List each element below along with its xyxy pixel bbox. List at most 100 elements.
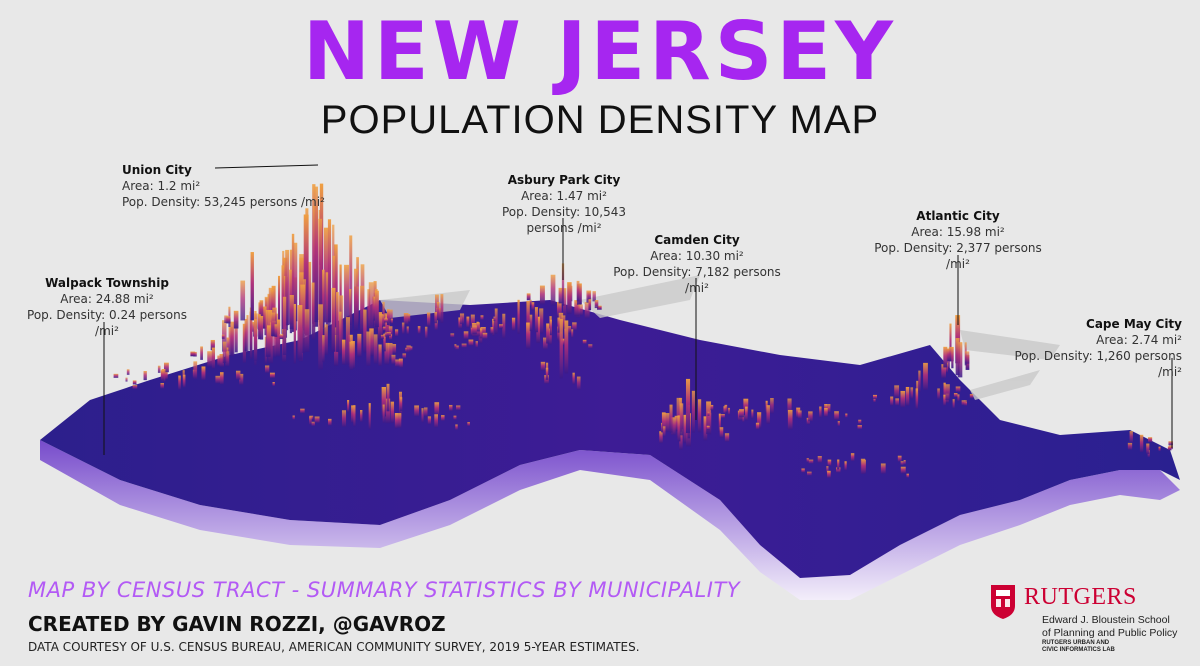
callout-name: Union City: [122, 163, 192, 177]
callout-area: Area: 2.74 mi²: [1096, 333, 1182, 347]
density-spike: [827, 470, 831, 478]
density-spike: [230, 321, 235, 356]
callout-area: Area: 10.30 mi²: [650, 249, 744, 263]
density-spike: [160, 382, 165, 389]
density-spikes: [113, 183, 1173, 478]
density-spike: [905, 386, 910, 406]
density-spike: [915, 388, 918, 409]
density-spike: [724, 433, 730, 442]
leader-union-city: [214, 164, 319, 169]
callout-area: Area: 24.88 mi²: [60, 292, 154, 306]
density-spike: [436, 301, 440, 321]
density-spike: [363, 309, 367, 353]
density-spike: [417, 326, 421, 334]
density-spike: [526, 322, 531, 349]
density-spike: [584, 302, 590, 319]
density-spike: [594, 300, 599, 309]
density-spike: [574, 300, 579, 317]
density-spike: [357, 333, 362, 357]
density-spike: [386, 332, 391, 337]
density-spike: [470, 314, 475, 328]
density-spike: [963, 400, 967, 406]
callout-union-city: Union City Area: 1.2 mi² Pop. Density: 5…: [122, 162, 325, 210]
density-spike: [703, 416, 708, 441]
density-spike: [421, 408, 424, 423]
state-surface: [40, 300, 1180, 578]
density-spike: [1146, 443, 1150, 454]
density-spike: [679, 403, 684, 436]
density-spike: [267, 325, 271, 357]
density-spike: [545, 367, 549, 380]
density-spike: [190, 351, 195, 357]
density-spike: [351, 405, 355, 423]
density-spike: [349, 289, 352, 325]
callout-density: Pop. Density: 2,377 persons /mi²: [874, 241, 1042, 271]
density-spike: [683, 414, 688, 444]
density-spike: [903, 460, 906, 465]
density-spike: [374, 290, 379, 328]
density-spike: [923, 362, 928, 391]
logo-school-line2: of Planning and Public Policy: [1042, 627, 1178, 639]
density-spike: [945, 384, 950, 401]
callout-camden: Camden City Area: 10.30 mi² Pop. Density…: [612, 232, 782, 296]
density-spike: [384, 342, 390, 365]
density-spike: [661, 412, 666, 433]
density-spike: [424, 326, 428, 339]
credit-line: CREATED BY GAVIN ROZZI, @GAVROZ: [28, 612, 446, 636]
density-spike: [397, 413, 402, 429]
density-spike: [906, 473, 909, 478]
density-spike: [369, 328, 374, 356]
density-spike: [685, 378, 691, 434]
density-spike: [292, 415, 295, 420]
density-spike: [207, 351, 213, 367]
density-spike: [328, 418, 332, 426]
density-spike: [193, 361, 198, 379]
density-spike: [1127, 442, 1133, 450]
density-spike: [1129, 431, 1133, 443]
density-spike: [269, 372, 275, 379]
density-spike: [517, 299, 520, 334]
source-line: DATA COURTESY OF U.S. CENSUS BUREAU, AME…: [28, 640, 640, 654]
callout-name: Asbury Park City: [507, 173, 621, 187]
density-spike: [341, 410, 347, 427]
density-spike: [384, 318, 388, 323]
density-spike: [955, 386, 961, 393]
density-spike: [311, 282, 316, 340]
density-spike: [322, 269, 325, 328]
logo-lab-line2: CIVIC INFORMATICS LAB: [1042, 647, 1115, 653]
density-spike: [178, 375, 181, 390]
density-spike: [466, 316, 470, 328]
density-spike: [691, 390, 695, 433]
density-spike: [727, 407, 731, 415]
density-spike: [434, 320, 438, 331]
density-spike: [872, 394, 878, 399]
density-spike: [662, 426, 666, 437]
density-spike: [674, 415, 678, 432]
density-spike: [210, 339, 215, 351]
density-spike: [493, 316, 496, 322]
density-spike: [787, 398, 792, 414]
callout-density: Pop. Density: 1,260 persons /mi²: [1014, 349, 1182, 379]
density-spike: [406, 326, 409, 335]
density-spike: [160, 370, 164, 381]
density-spike: [468, 339, 474, 346]
density-spike: [193, 351, 197, 357]
density-spike: [239, 373, 244, 385]
density-spike: [341, 339, 346, 365]
density-spike: [182, 374, 186, 388]
callout-name: Walpack Township: [45, 276, 169, 290]
density-spike: [1168, 441, 1173, 446]
density-spike: [249, 307, 253, 359]
density-spike: [827, 459, 832, 466]
density-spike: [324, 324, 328, 356]
density-spike: [386, 309, 390, 325]
density-spike: [399, 397, 403, 411]
density-spike: [531, 302, 535, 311]
density-spike: [354, 268, 358, 331]
density-spike: [724, 404, 728, 413]
density-spike: [576, 280, 580, 302]
density-spike: [948, 346, 954, 362]
density-spike: [334, 244, 338, 328]
density-spike: [757, 412, 762, 429]
density-spike: [226, 316, 231, 324]
